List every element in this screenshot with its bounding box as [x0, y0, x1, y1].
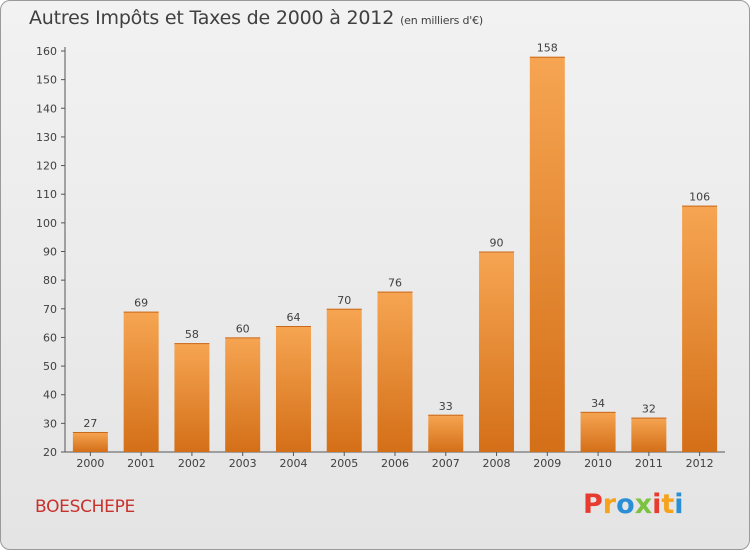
x-tick-label-2000: 2000	[76, 457, 104, 470]
bar-2007	[428, 414, 464, 452]
chart-title-text: Autres Impôts et Taxes de 2000 à 2012	[29, 7, 395, 29]
value-label-2000: 27	[83, 417, 97, 430]
x-tick-label-2009: 2009	[533, 457, 561, 470]
logo-letter: o	[616, 489, 635, 520]
chart-title: Autres Impôts et Taxes de 2000 à 2012 (en…	[29, 7, 483, 29]
bar-2009	[529, 56, 565, 452]
x-tick-label-2012: 2012	[686, 457, 714, 470]
y-tick-label: 150	[36, 74, 57, 87]
x-tick-label-2008: 2008	[483, 457, 511, 470]
bar-2006	[377, 291, 413, 452]
value-label-2002: 58	[185, 328, 199, 341]
value-label-2005: 70	[337, 294, 351, 307]
bar-2010	[580, 411, 616, 452]
bar-2008	[479, 251, 515, 452]
y-tick-label: 140	[36, 102, 57, 115]
y-tick-label: 20	[43, 446, 57, 459]
x-tick-label-2011: 2011	[635, 457, 663, 470]
bar-2004	[275, 325, 311, 452]
bar-2003	[225, 337, 261, 452]
bar-2011	[631, 417, 667, 452]
y-tick-label: 80	[43, 274, 57, 287]
y-tick-label: 120	[36, 160, 57, 173]
x-tick-label-2007: 2007	[432, 457, 460, 470]
y-tick-label: 60	[43, 331, 57, 344]
value-label-2004: 64	[286, 311, 300, 324]
bar-2000	[72, 431, 108, 452]
y-tick-label: 90	[43, 246, 57, 259]
bar-2002	[174, 343, 210, 452]
x-tick-label-2001: 2001	[127, 457, 155, 470]
y-tick-label: 100	[36, 217, 57, 230]
x-tick-label-2006: 2006	[381, 457, 409, 470]
value-label-2010: 34	[591, 397, 605, 410]
chart-subtitle: (en milliers d'€)	[400, 14, 483, 27]
logo-letter: i	[652, 489, 662, 520]
bar-2001	[123, 311, 159, 452]
y-tick-label: 130	[36, 131, 57, 144]
y-tick-label: 110	[36, 188, 57, 201]
logo-letter: r	[602, 489, 617, 520]
y-tick-label: 160	[36, 45, 57, 58]
y-tick-label: 30	[43, 417, 57, 430]
x-tick-label-2005: 2005	[330, 457, 358, 470]
y-tick-label: 40	[43, 389, 57, 402]
x-tick-label-2010: 2010	[584, 457, 612, 470]
x-tick-label-2002: 2002	[178, 457, 206, 470]
value-label-2009: 158	[537, 42, 558, 55]
logo-letter: x	[634, 489, 653, 520]
bar-2005	[326, 308, 362, 452]
value-label-2012: 106	[689, 191, 710, 204]
y-tick-label: 70	[43, 303, 57, 316]
value-label-2006: 76	[388, 277, 402, 290]
x-tick-label-2003: 2003	[229, 457, 257, 470]
city-name: BOESCHEPE	[35, 497, 135, 517]
value-label-2001: 69	[134, 297, 148, 310]
value-label-2003: 60	[236, 322, 250, 335]
value-label-2007: 33	[439, 400, 453, 413]
logo-letter: i	[674, 489, 684, 520]
value-label-2011: 32	[642, 403, 656, 416]
proxiti-logo: Proxiti	[583, 489, 684, 520]
bar-chart: 20 30 40 50 60 70 80 90 100 110 120 130 140 150 160 200…	[36, 42, 725, 470]
value-label-2008: 90	[490, 237, 504, 250]
y-tick-label: 50	[43, 360, 57, 373]
bar-2012	[682, 205, 718, 452]
logo-letter: t	[661, 489, 675, 520]
bars: 27 69 58 60 64 70 76 33 90 158 34 32 106	[72, 42, 718, 452]
x-tick-label-2004: 2004	[279, 457, 307, 470]
logo-letter: P	[583, 489, 603, 520]
